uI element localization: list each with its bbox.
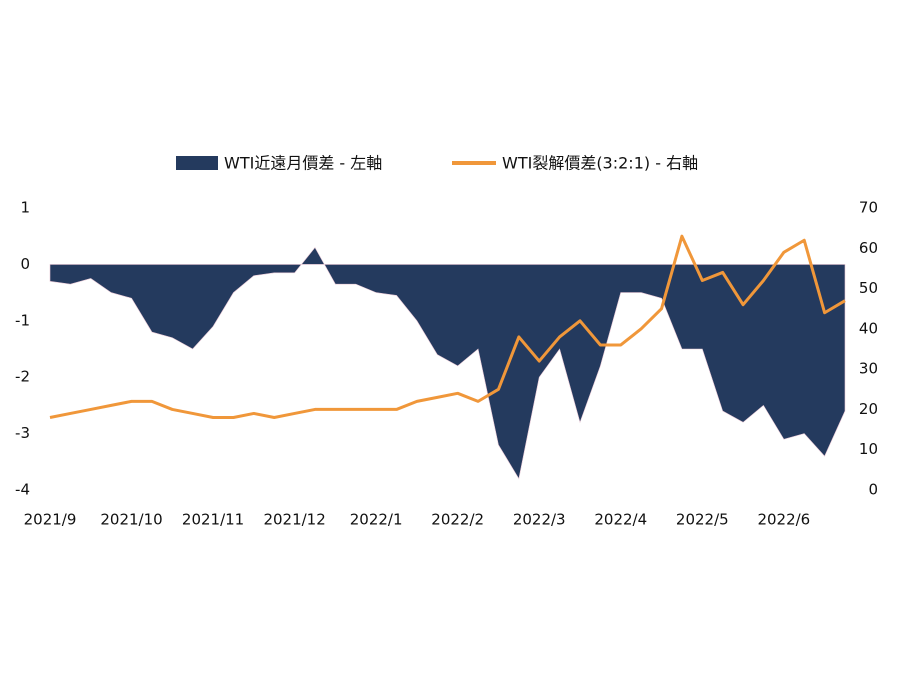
legend-label: WTI近遠月價差 - 左軸 bbox=[224, 154, 382, 173]
x-tick-label: 2022/6 bbox=[757, 511, 810, 529]
x-tick-label: 2021/11 bbox=[182, 511, 244, 529]
legend-label: WTI裂解價差(3:2:1) - 右軸 bbox=[502, 154, 698, 173]
y2-tick-label: 70 bbox=[859, 199, 878, 217]
x-tick-label: 2022/4 bbox=[594, 511, 647, 529]
y-tick-label: 0 bbox=[20, 255, 30, 273]
legend-swatch bbox=[176, 156, 218, 170]
x-tick-label: 2022/3 bbox=[513, 511, 566, 529]
y2-tick-label: 0 bbox=[868, 481, 878, 499]
x-tick-label: 2022/2 bbox=[431, 511, 484, 529]
y2-tick-label: 10 bbox=[859, 440, 878, 458]
y2-tick-label: 30 bbox=[859, 360, 878, 378]
x-tick-label: 2022/5 bbox=[676, 511, 729, 529]
legend: WTI近遠月價差 - 左軸 WTI裂解價差(3:2:1) - 右軸 bbox=[176, 154, 698, 173]
y-tick-label: -4 bbox=[15, 481, 30, 499]
x-tick-label: 2021/10 bbox=[100, 511, 162, 529]
y-tick-label: 1 bbox=[20, 199, 30, 217]
y-tick-label: -3 bbox=[15, 424, 30, 442]
y-tick-label: -2 bbox=[15, 368, 30, 386]
line bbox=[49, 234, 846, 419]
y-tick-label: -1 bbox=[15, 311, 30, 329]
x-tick-label: 2022/1 bbox=[350, 511, 403, 529]
y2-tick-label: 20 bbox=[859, 400, 878, 418]
y2-tick-label: 40 bbox=[859, 319, 878, 337]
x-tick-label: 2021/12 bbox=[263, 511, 325, 529]
x-tick-label: 2021/9 bbox=[24, 511, 77, 529]
area bbox=[49, 246, 846, 480]
y2-tick-label: 60 bbox=[859, 239, 878, 257]
y2-tick-label: 50 bbox=[859, 279, 878, 297]
